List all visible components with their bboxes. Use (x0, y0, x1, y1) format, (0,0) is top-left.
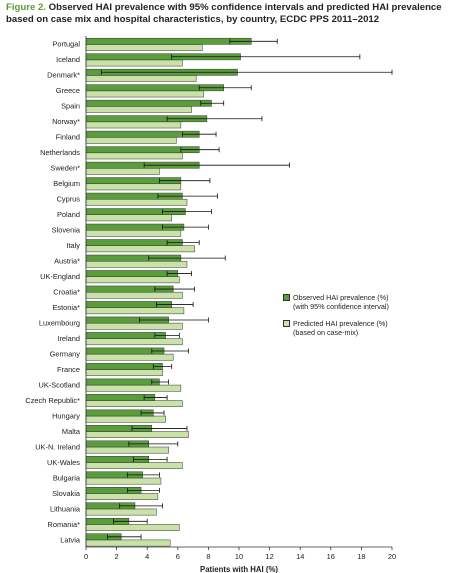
predicted-bar (85, 168, 160, 175)
predicted-bar (85, 524, 180, 531)
predicted-bar (85, 291, 183, 299)
predicted-bar (85, 462, 183, 469)
predicted-bar (85, 59, 183, 67)
category-label: Cyprus (57, 195, 81, 204)
predicted-bar (85, 353, 174, 361)
figure-caption: Observed HAI prevalence with 95% confide… (6, 2, 442, 25)
category-label: Denmark* (47, 71, 80, 80)
predicted-bar (85, 307, 185, 315)
predicted-bar (85, 338, 183, 346)
predicted-bar (85, 431, 189, 438)
predicted-bar (85, 121, 182, 129)
predicted-bar (85, 44, 203, 51)
category-label: Croatia* (53, 288, 80, 297)
legend-item-observed: Observed HAI prevalence (%) (with 95% co… (283, 293, 463, 311)
legend-label-observed: Observed HAI prevalence (%) (293, 293, 389, 302)
observed-bar (85, 363, 163, 370)
category-label: Sweden* (50, 164, 80, 173)
predicted-bar (85, 229, 182, 237)
predicted-bar (85, 508, 157, 516)
category-label: Netherlands (40, 148, 80, 157)
category-label: Latvia (60, 535, 81, 544)
predicted-bar (85, 152, 183, 160)
x-tick-label: 8 (206, 552, 210, 561)
category-label: Malta (62, 427, 81, 436)
legend-swatch-observed (283, 294, 290, 301)
predicted-bar (85, 400, 183, 408)
category-label: Hungary (52, 411, 80, 420)
category-label: Romania* (48, 520, 81, 529)
legend-label-predicted: Predicted HAI prevalence (%) (293, 319, 388, 328)
predicted-bar (85, 245, 195, 253)
category-label: Belgium (53, 179, 80, 188)
predicted-bar (85, 75, 197, 82)
legend-sublabel-predicted: (based on case-mix) (293, 328, 359, 337)
predicted-bar (85, 90, 205, 98)
predicted-bar (85, 493, 159, 500)
predicted-bar (85, 183, 182, 191)
category-label: Germany (50, 349, 81, 358)
predicted-bar (85, 214, 172, 222)
category-label: Czech Republic* (25, 396, 80, 405)
predicted-bar (85, 276, 180, 284)
category-label: Poland (57, 210, 80, 219)
observed-bar (85, 37, 252, 45)
category-label: Iceland (56, 55, 80, 64)
category-label: UK-Wales (47, 458, 80, 467)
category-label: Portugal (52, 40, 80, 49)
category-label: Austria* (54, 257, 80, 266)
x-tick-label: 10 (235, 552, 243, 561)
legend-swatch-predicted (283, 320, 290, 327)
predicted-bar (85, 384, 182, 392)
x-tick-label: 2 (115, 552, 119, 561)
x-tick-label: 6 (176, 552, 180, 561)
category-label: Luxembourg (39, 318, 80, 327)
x-axis-label: Patients with HAI (%) (200, 565, 278, 573)
x-tick-label: 16 (327, 552, 335, 561)
predicted-bar (85, 415, 166, 423)
x-tick-label: 14 (296, 552, 304, 561)
category-label: Ireland (57, 334, 80, 343)
predicted-bar (85, 539, 171, 547)
legend: Observed HAI prevalence (%) (with 95% co… (283, 293, 463, 345)
predicted-bar (85, 369, 163, 377)
category-label: Bulgaria (53, 473, 81, 482)
predicted-bar (85, 446, 169, 454)
category-label: UK-England (40, 272, 80, 281)
x-tick-label: 4 (145, 552, 149, 561)
category-label: UK-N. Ireland (35, 442, 80, 451)
category-label: Italy (66, 241, 80, 250)
category-label: Norway* (52, 117, 80, 126)
x-tick-label: 20 (388, 552, 396, 561)
category-label: Slovakia (52, 489, 81, 498)
category-label: Estonia* (52, 303, 80, 312)
category-label: France (57, 365, 80, 374)
category-label: Lithuania (50, 504, 81, 513)
chart-title: Figure 2. Observed HAI prevalence with 9… (6, 2, 464, 26)
observed-bar (85, 332, 166, 339)
predicted-bar (85, 477, 162, 485)
category-label: Greece (56, 86, 80, 95)
observed-bar (85, 99, 212, 107)
x-tick-label: 12 (265, 552, 273, 561)
predicted-bar (85, 137, 177, 144)
figure-label: Figure 2. (6, 2, 46, 13)
predicted-bar (85, 106, 192, 113)
x-tick-label: 0 (84, 552, 88, 561)
legend-sublabel-observed: (with 95% confidence interval) (293, 302, 389, 311)
predicted-bar (85, 260, 188, 268)
predicted-bar (85, 198, 188, 206)
observed-bar (85, 378, 160, 386)
predicted-bar (85, 322, 183, 330)
category-label: UK-Scotland (39, 380, 81, 389)
x-tick-label: 18 (357, 552, 365, 561)
observed-bar (85, 270, 179, 277)
legend-item-predicted: Predicted HAI prevalence (%) (based on c… (283, 319, 463, 337)
category-label: Spain (61, 102, 80, 111)
category-label: Slovenia (52, 226, 81, 235)
category-label: Finland (56, 133, 80, 142)
